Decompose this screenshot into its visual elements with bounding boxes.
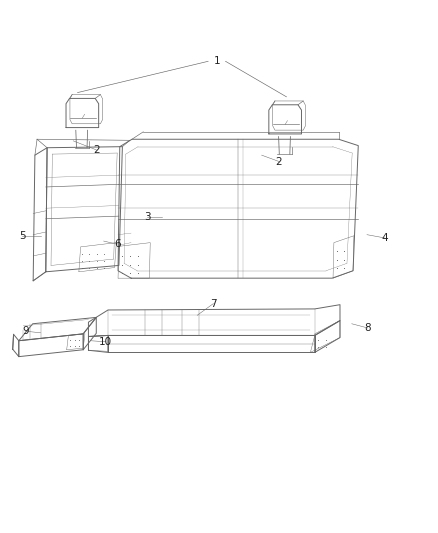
Text: 9: 9 xyxy=(22,326,28,336)
Text: 6: 6 xyxy=(114,239,120,249)
Text: 2: 2 xyxy=(276,157,283,166)
Text: 1: 1 xyxy=(213,56,220,66)
Text: 2: 2 xyxy=(93,145,99,155)
Text: 5: 5 xyxy=(19,231,25,241)
Text: 4: 4 xyxy=(381,233,388,243)
Text: 7: 7 xyxy=(210,298,217,309)
Text: 10: 10 xyxy=(99,337,113,347)
Text: 8: 8 xyxy=(364,323,371,333)
Text: 3: 3 xyxy=(144,212,151,222)
